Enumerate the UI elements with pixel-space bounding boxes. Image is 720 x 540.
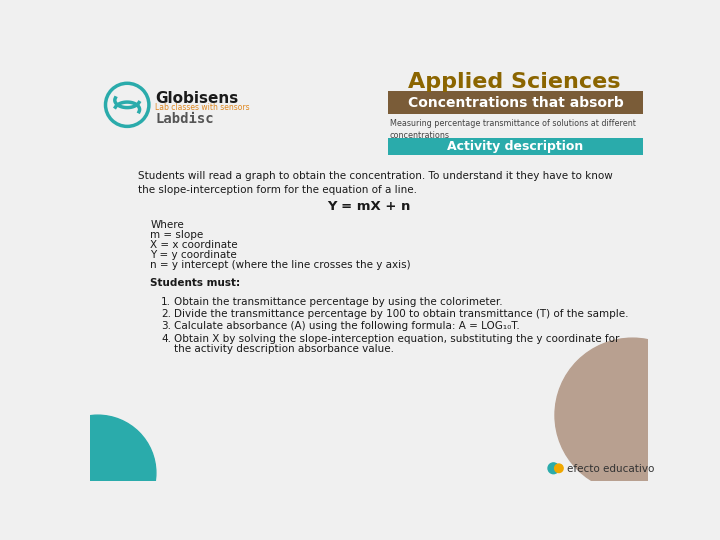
Text: Lab classes with sensors: Lab classes with sensors — [155, 104, 250, 112]
Text: Calculate absorbance (A) using the following formula: A = LOG₁₀T.: Calculate absorbance (A) using the follo… — [174, 321, 519, 331]
Text: Y = mX + n: Y = mX + n — [328, 200, 410, 213]
Text: Where: Where — [150, 220, 184, 231]
Text: Applied Sciences: Applied Sciences — [408, 72, 621, 92]
Text: Activity description: Activity description — [447, 140, 584, 153]
Text: efecto educativo: efecto educativo — [567, 464, 654, 474]
Text: Concentrations that absorb: Concentrations that absorb — [408, 96, 624, 110]
FancyBboxPatch shape — [388, 138, 642, 155]
Text: Students will read a graph to obtain the concentration. To understand it they ha: Students will read a graph to obtain the… — [138, 171, 613, 195]
Text: m = slope: m = slope — [150, 231, 204, 240]
Text: Students must:: Students must: — [150, 278, 240, 288]
Circle shape — [554, 464, 563, 472]
Text: Divide the transmittance percentage by 100 to obtain transmittance (T) of the sa: Divide the transmittance percentage by 1… — [174, 309, 628, 319]
Text: Globisens: Globisens — [155, 91, 238, 106]
Text: 3.: 3. — [161, 321, 171, 331]
Text: Obtain X by solving the slope-interception equation, substituting the y coordina: Obtain X by solving the slope-intercepti… — [174, 334, 619, 343]
Text: 2.: 2. — [161, 309, 171, 319]
Circle shape — [40, 415, 156, 531]
Circle shape — [548, 463, 559, 474]
Text: Measuring percentage transmittance of solutions at different
concentrations: Measuring percentage transmittance of so… — [390, 119, 636, 140]
Text: n = y intercept (where the line crosses the y axis): n = y intercept (where the line crosses … — [150, 260, 411, 271]
Text: Obtain the transmittance percentage by using the colorimeter.: Obtain the transmittance percentage by u… — [174, 296, 503, 307]
Text: 4.: 4. — [161, 334, 171, 343]
Text: the activity description absorbance value.: the activity description absorbance valu… — [174, 343, 394, 354]
Text: X = x coordinate: X = x coordinate — [150, 240, 238, 251]
Circle shape — [555, 338, 710, 492]
Text: 1.: 1. — [161, 296, 171, 307]
Text: Y = y coordinate: Y = y coordinate — [150, 251, 237, 260]
Text: Labdisc: Labdisc — [155, 112, 214, 126]
FancyBboxPatch shape — [388, 91, 642, 114]
